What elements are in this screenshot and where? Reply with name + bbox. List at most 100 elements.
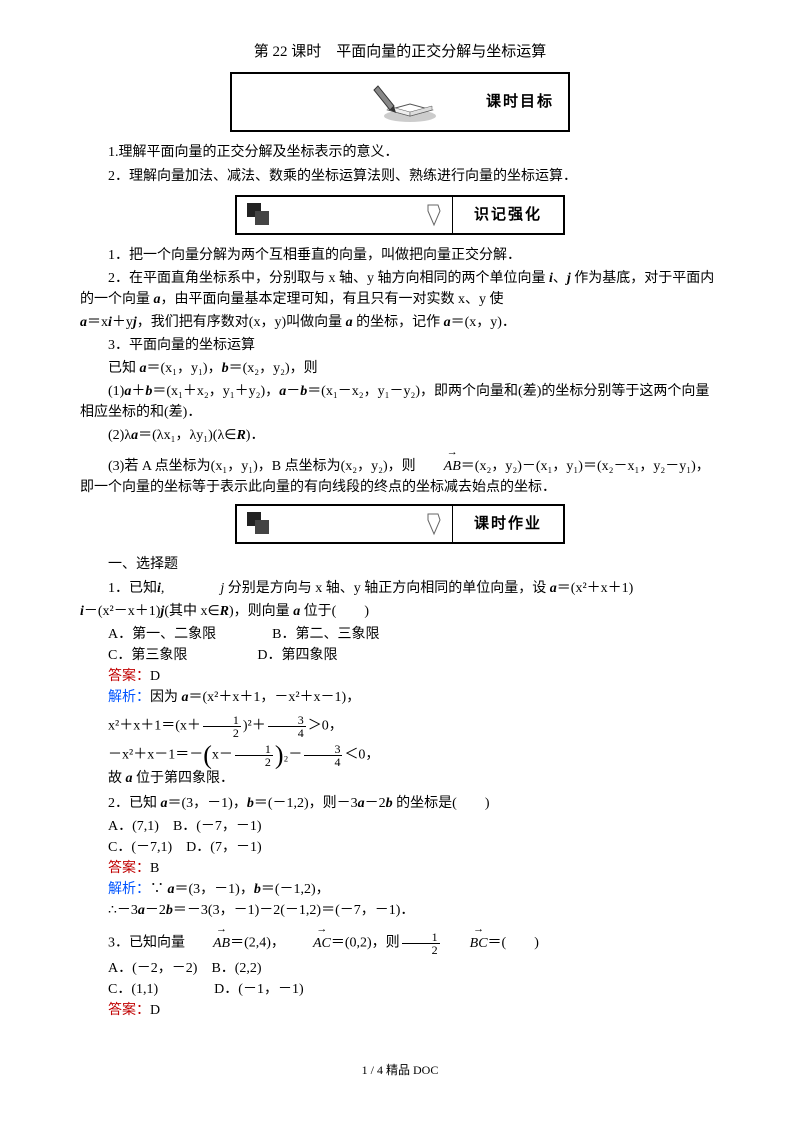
q2-b: b [247,796,254,811]
q1e2a: x²＋x＋1＝(x＋ [108,719,201,734]
q2eb: b [254,882,261,897]
goal-banner-label: 课时目标 [486,90,554,114]
note-3i2: (2)λa＝(λx₁，λy₁)(λ∈R)． [80,425,720,446]
note-2d: a＝xi＋yj，我们把有序数对(x，y)叫做向量 a 的坐标，记作 a＝(x，y… [80,312,720,333]
q1-anslabel: 答案： [108,669,150,684]
q1s2: 分别是方向与 x 轴、y 轴正方向相同的单位向量，设 [224,581,550,596]
q1e3b: x－ [212,748,233,763]
vec-AB: AB [416,456,461,477]
q2e2b: －2 [145,903,166,918]
note-3i3: (3)若 A 点坐标为(x₁，y₁)，B 点坐标为(x₂，y₂)，则AB＝(x₂… [80,456,720,498]
q2e2c: ＝－3(3，－1)－2(－1,2)＝(－7，－1)． [173,903,414,918]
q1-ij-gap: , j [161,581,224,596]
q1-exp1: 解析：因为 a＝(x²＋x＋1，－x²＋x－1)， [80,687,720,708]
q1-exp2: x²＋x＋1＝(x＋12)²＋34＞0， [80,714,720,739]
vec-AB2: AB [185,933,230,954]
q3-stem: 3．已知向量AB＝(2,4)，AC＝(0,2)，则12BC＝( ) [80,931,720,956]
q1s5: )，则向量 [229,604,293,619]
q3b: B．(2,2) [211,961,261,976]
set-R: R [236,428,245,443]
q1s6: 位于( ) [300,604,369,619]
q1e4b: 位于第四象限． [133,771,235,786]
vec-b1: b [222,361,229,376]
frac-34: 34 [268,714,306,739]
n3i1: (1) [108,384,124,399]
n2a: 2．在平面直角坐标系中，分别取与 x 轴、y 轴方向相同的两个单位向量 [108,271,549,286]
q3sc: ＝( ) [488,936,539,951]
homework-banner-label: 课时作业 [453,506,563,542]
vec-i: i [549,271,553,286]
choice-head: 一、选择题 [80,554,720,576]
q2e1c: ＝(－1,2)， [261,882,330,897]
memorize-banner-left [237,197,453,233]
q2a: A．(7,1) [108,819,159,834]
q2-anslabel: 答案： [108,861,150,876]
q2-ans: 答案：B [80,858,720,879]
q2s: 2．已知 [108,796,161,811]
q2eb2: b [166,903,173,918]
vec-a3: a [346,315,353,330]
q3-ans: 答案：D [80,1000,720,1021]
homework-banner: 课时作业 [235,504,565,544]
page-footer: 1 / 4 精品 DOC [80,1061,720,1080]
q1e3d: ＜0， [344,748,379,763]
vec-AC: AC [285,933,331,954]
q2e1: ∵ [150,882,168,897]
q2d: D．(7，－1) [186,840,261,855]
n2f: ＝(x，y)． [451,315,516,330]
squares-icon [247,203,271,227]
q2ea2: a [138,903,145,918]
q2-ansval: B [150,861,159,876]
q1d: D．第四象限 [257,648,337,663]
q2-ab: A．(7,1) B．(－7，－1) [80,816,720,837]
pen-icon [426,203,442,227]
squares-icon-2 [247,512,271,536]
q1ea2: a [126,771,133,786]
note-3: 3．平面向量的坐标运算 [80,335,720,356]
q1e1b: ＝(x²＋x＋1，－x²＋x－1)， [189,690,361,705]
n3i2: (2)λ [108,428,131,443]
q1-ab: A．第一、二象限 B．第二、三象限 [80,624,720,645]
book-pen-graphic [360,80,440,124]
q3d: D．(－1，－1) [214,982,303,997]
q2sd: 的坐标是( ) [393,796,490,811]
n3a: 已知 [108,361,140,376]
vec-amb: a [279,384,286,399]
q2-a2: a [358,796,365,811]
q1s3: －(x²－x＋1) [84,604,161,619]
memorize-banner-label: 识记强化 [453,197,563,233]
q1e2b: )²＋ [243,719,266,734]
memorize-banner: 识记强化 [235,195,565,235]
q1ea: a [182,690,189,705]
frac-12: 12 [203,714,241,739]
goal-banner: 课时目标 [230,72,570,132]
frac-12c: 12 [402,931,440,956]
memorize-banner-wrap: 识记强化 [80,195,720,235]
q2-a: a [161,796,168,811]
q2sa: ＝(3，－1)， [168,796,247,811]
set-R2: R [220,604,229,619]
q2c: C．(－7,1) [108,840,172,855]
n2e: 的坐标，记作 [353,315,444,330]
q2b: B．(－7，－1) [173,819,262,834]
q3-anslabel: 答案： [108,1003,150,1018]
q1a: A．第一、二象限 [108,627,216,642]
q3-ab: A．(－2，－2) B．(2,2) [80,958,720,979]
note-3i1: (1)a＋b＝(x₁＋x₂，y₁＋y₂)，a－b＝(x₁－x₂，y₁－y₂)，即… [80,381,720,423]
q1-lparen: ( [203,741,212,770]
n2c: ，由平面向量基本定理可知，有且只有一对实数 x、y 使 [161,292,504,307]
q1c: C．第三象限 [108,648,187,663]
q1e1: 因为 [150,690,182,705]
n3i3: (3)若 A 点坐标为(x₁，y₁)，B 点坐标为(x₂，y₂)，则 [108,459,416,474]
n2d: ，我们把有序数对(x，y)叫做向量 [137,315,346,330]
q3sb: ＝(0,2)，则 [331,936,400,951]
frac-34b: 34 [304,743,342,768]
n3i2b: )． [246,428,265,443]
q2ea: a [168,882,175,897]
q2sb: ＝(－1,2)，则－3 [254,796,358,811]
vec-apb: a [124,384,131,399]
q2sc: －2 [365,796,386,811]
q1s4: (其中 x∈ [164,604,219,619]
q1e4: 故 [108,771,126,786]
homework-banner-wrap: 课时作业 [80,504,720,544]
